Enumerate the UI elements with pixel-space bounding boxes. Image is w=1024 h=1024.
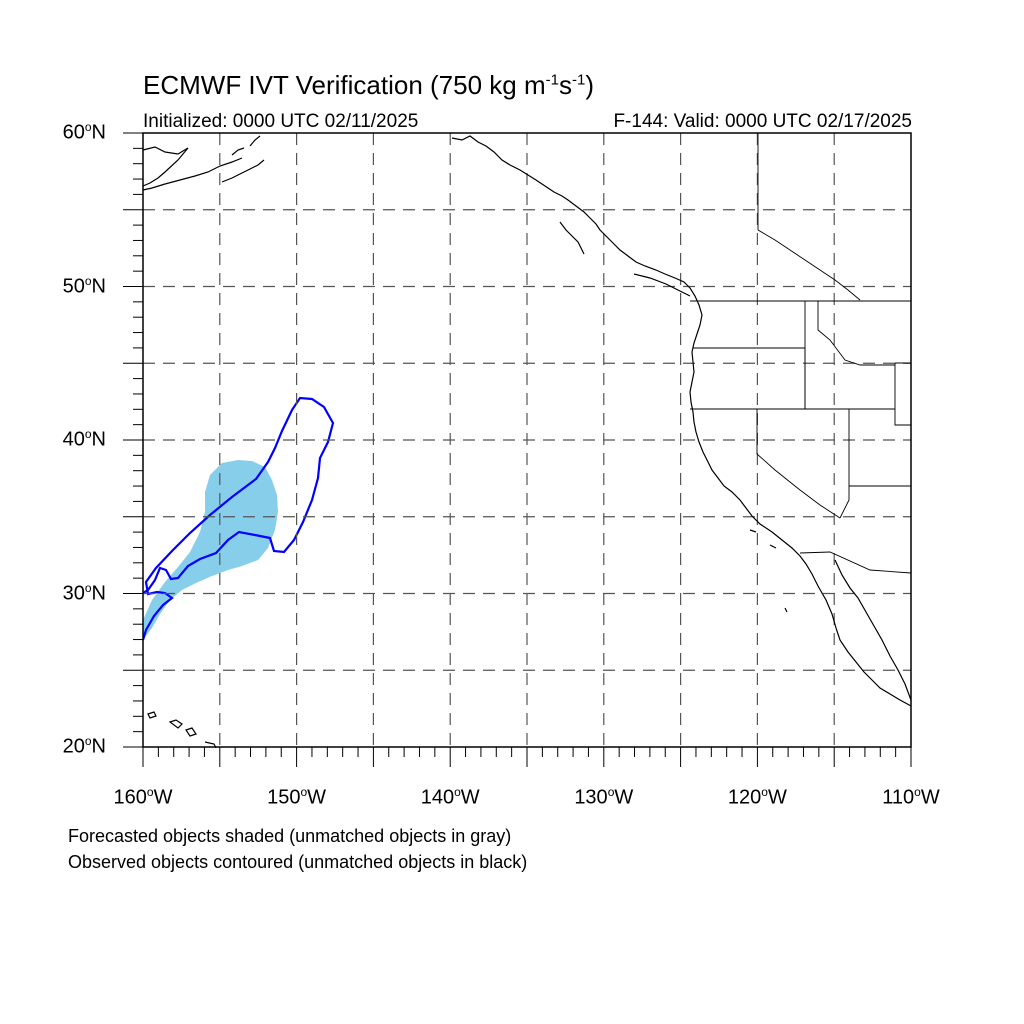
lat-label-20: 20oN xyxy=(62,734,106,758)
forecast-object xyxy=(143,460,278,640)
lon-label--160: 160oW xyxy=(113,785,173,809)
lon-label--120: 120oW xyxy=(727,785,787,809)
caption-observed: Observed objects contoured (unmatched ob… xyxy=(68,852,528,872)
lat-label-60: 60oN xyxy=(62,120,106,144)
initialized-time: Initialized: 0000 UTC 02/11/2025 xyxy=(143,111,419,132)
lon-label--140: 140oW xyxy=(420,785,480,809)
lon-label--150: 150oW xyxy=(267,785,327,809)
coastlines xyxy=(142,135,912,749)
lon-label--130: 130oW xyxy=(574,785,634,809)
axis-ticks xyxy=(123,132,912,767)
observed-object-contour xyxy=(143,396,335,641)
lat-label-50: 50oN xyxy=(62,273,106,298)
lat-label-40: 40oN xyxy=(62,427,106,451)
caption-forecast: Forecasted objects shaded (unmatched obj… xyxy=(68,826,512,846)
lat-label-30: 30oN xyxy=(62,580,106,605)
political-borders xyxy=(690,133,912,574)
valid-time: F-144: Valid: 0000 UTC 02/17/2025 xyxy=(613,111,912,132)
graticule xyxy=(143,133,911,747)
map-title: ECMWF IVT Verification (750 kg m-1s-1) xyxy=(143,70,594,100)
lon-label--110: 110oW xyxy=(882,785,940,809)
